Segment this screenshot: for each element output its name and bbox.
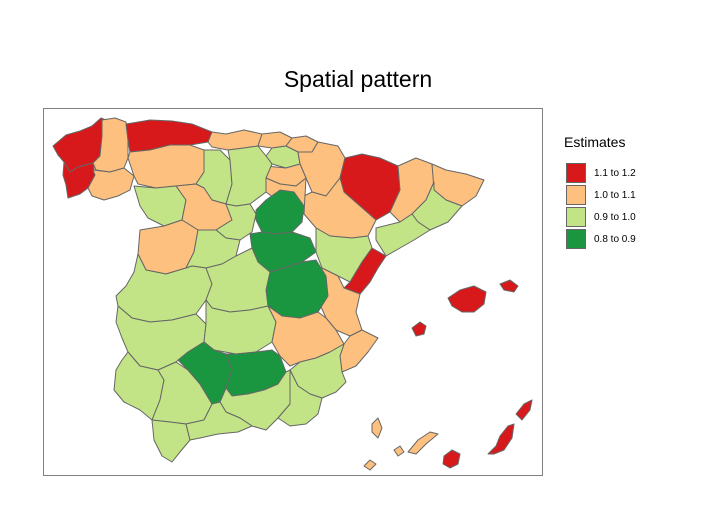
legend-label: 0.8 to 0.9	[594, 233, 636, 245]
region-barcelona	[411, 181, 463, 231]
legend-label: 1.1 to 1.2	[594, 167, 636, 179]
region-ourense	[87, 167, 135, 201]
legend-item: 0.9 to 1.0	[564, 206, 636, 228]
region-grancanaria	[442, 449, 461, 469]
legend-swatch	[566, 163, 586, 183]
region-fuerteventura	[487, 423, 515, 455]
region-tarragona	[375, 213, 431, 257]
legend-swatch	[566, 229, 586, 249]
region-segovia	[215, 203, 257, 241]
region-lapalma	[371, 417, 383, 439]
region-malaga	[185, 401, 253, 441]
region-guadalajara	[255, 189, 305, 235]
legend-title: Estimates	[564, 134, 626, 150]
region-huelva	[113, 351, 165, 421]
map-legend: Estimates 1.1 to 1.2 1.0 to 1.1 0.9 to 1…	[564, 134, 636, 250]
region-zamora	[133, 185, 187, 227]
region-burgos	[225, 145, 273, 207]
legend-item: 1.1 to 1.2	[564, 162, 636, 184]
region-tenerife	[407, 431, 439, 455]
region-leon	[127, 144, 205, 189]
region-ibiza	[411, 321, 427, 337]
region-asturias	[125, 119, 213, 153]
region-cadiz	[151, 419, 191, 463]
region-mallorca	[447, 285, 487, 313]
chart-title: Spatial pattern	[283, 66, 433, 92]
legend-item: 0.8 to 0.9	[564, 228, 636, 250]
legend-swatch	[566, 185, 586, 205]
region-almeria	[277, 369, 323, 427]
legend-swatch	[566, 207, 586, 227]
region-menorca	[499, 279, 519, 293]
legend-label: 1.0 to 1.1	[594, 189, 636, 201]
region-lanzarote	[515, 399, 533, 421]
legend-label: 0.9 to 1.0	[594, 211, 636, 223]
legend-item: 1.0 to 1.1	[564, 184, 636, 206]
region-lagomera	[393, 445, 405, 457]
region-alicante	[339, 329, 379, 373]
region-hierro	[363, 459, 377, 471]
